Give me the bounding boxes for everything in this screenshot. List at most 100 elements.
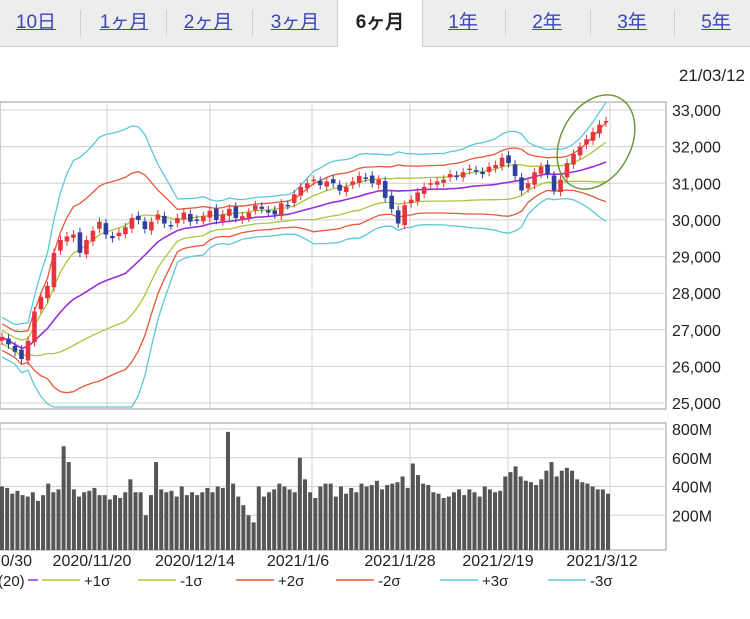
candle-body <box>123 227 128 235</box>
volume-bar <box>102 495 107 550</box>
volume-bar <box>554 476 559 550</box>
candle-body <box>77 232 83 253</box>
volume-bar <box>66 462 71 550</box>
volume-bar <box>405 487 410 550</box>
volume-bar <box>544 470 549 550</box>
volume-bar <box>251 522 256 550</box>
candle-body <box>337 184 343 191</box>
candle-body <box>214 208 219 220</box>
price-plot-background <box>0 47 666 406</box>
volume-bar <box>441 498 446 550</box>
volume-bar <box>462 495 467 550</box>
moving-average-line <box>1 161 607 349</box>
volume-bar <box>580 482 585 550</box>
volume-bar <box>590 486 595 550</box>
tab-separator <box>80 10 81 36</box>
volume-bar <box>231 483 236 550</box>
tab-5[interactable]: 1年 <box>448 12 478 33</box>
date-tick-label: 2020/10/30 <box>0 553 32 570</box>
candle-body <box>110 235 115 239</box>
tab-4[interactable]: 6ヶ月 <box>337 0 423 47</box>
candle-body <box>207 210 213 218</box>
candle-body <box>480 171 485 175</box>
candle-body <box>603 120 609 123</box>
tab-2[interactable]: 2ヶ月 <box>183 12 233 33</box>
candle-body <box>71 234 76 238</box>
volume-bar <box>575 479 580 550</box>
candle-body <box>434 181 440 185</box>
volume-bar <box>107 499 112 550</box>
candle-body <box>291 194 297 204</box>
tab-separator <box>674 10 675 36</box>
volume-bar <box>313 498 318 550</box>
tab-6[interactable]: 2年 <box>532 12 562 33</box>
candle-body <box>58 240 63 251</box>
date-tick-label: 2020/11/20 <box>53 553 132 570</box>
candle-body <box>545 164 550 175</box>
candle-body <box>590 131 596 141</box>
candle-body <box>376 179 381 185</box>
volume-bar <box>25 496 30 550</box>
volume-bar <box>87 490 92 550</box>
tab-3[interactable]: 3ヶ月 <box>270 12 320 33</box>
candlesticks <box>0 116 609 365</box>
volume-bar <box>400 476 405 550</box>
candle-body <box>220 214 226 222</box>
volume-bar <box>570 470 575 550</box>
volume-bar <box>41 495 46 550</box>
price-tick-label: 30,000 <box>672 213 721 230</box>
candle-body <box>38 296 44 310</box>
candle-body <box>155 214 161 220</box>
candle-body <box>499 157 505 167</box>
candle-body <box>162 215 167 224</box>
price-grid <box>0 101 667 410</box>
volume-bar <box>559 470 564 550</box>
date-tick-label: 2020/12/14 <box>155 553 235 570</box>
volume-bar <box>215 486 220 550</box>
volume-bar <box>292 492 297 550</box>
tab-0[interactable]: 10日 <box>15 12 57 33</box>
candle-body <box>252 205 258 211</box>
volume-bar <box>421 483 426 550</box>
volume-bar <box>369 485 374 550</box>
volume-bar <box>205 487 210 550</box>
candle-body <box>395 210 401 224</box>
legend-label: -3σ <box>590 573 613 590</box>
stock-chart: 33,000 32,000 31,000 30,000 29,000 28,000 27,0… <box>0 47 745 590</box>
tab-8[interactable]: 5年 <box>701 12 731 33</box>
candle-body <box>227 208 232 216</box>
volume-bar <box>128 479 133 550</box>
volume-bar <box>277 483 282 550</box>
volume-bar <box>5 487 10 550</box>
candle-body <box>460 172 466 178</box>
volume-bar <box>123 492 128 550</box>
tab-separator <box>251 10 253 36</box>
tab-1[interactable]: 1ヶ月 <box>99 12 149 33</box>
volume-bar <box>174 496 179 550</box>
volume-bar <box>164 492 169 550</box>
date-tick-label: 2021/1/6 <box>267 553 329 570</box>
volume-bar <box>241 505 246 550</box>
volume-bar <box>606 493 610 550</box>
volume-bar <box>15 490 20 550</box>
candle-body <box>486 166 492 172</box>
volume-bar <box>308 492 313 550</box>
bollinger-bands <box>1 102 607 408</box>
volume-bar <box>426 485 431 550</box>
volume-bar <box>595 489 600 550</box>
candle-body <box>278 203 284 216</box>
volume-bar <box>513 466 518 550</box>
candle-body <box>519 177 524 191</box>
band-minus-1-sigma <box>1 180 607 358</box>
candle-body <box>408 199 414 204</box>
candle-body <box>441 179 446 183</box>
tab-7[interactable]: 3年 <box>617 12 647 33</box>
candle-body <box>265 210 271 213</box>
volume-bar <box>385 485 390 550</box>
volume-bar <box>431 492 436 550</box>
volume-bar <box>195 495 200 550</box>
candle-body <box>285 204 291 207</box>
volume-bar <box>549 462 554 550</box>
candle-body <box>382 181 388 198</box>
candle-body <box>343 186 349 193</box>
